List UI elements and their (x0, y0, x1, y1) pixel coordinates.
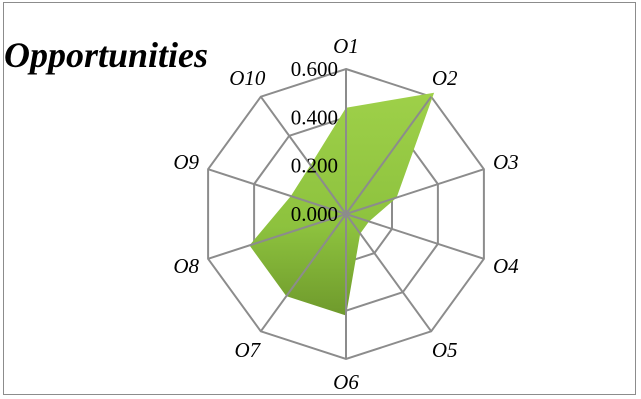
spoke-o3 (345, 168, 485, 215)
axis-label-o8: O8 (173, 254, 199, 278)
axis-label-o2: O2 (432, 66, 458, 90)
spoke-o7 (259, 213, 347, 332)
spoke-o4 (345, 213, 485, 260)
axis-label-o6: O6 (333, 370, 359, 394)
spoke-o2 (345, 96, 433, 215)
axis-label-o3: O3 (493, 150, 519, 174)
axis-label-o10: O10 (229, 66, 266, 90)
tick-label: 0.400 (291, 105, 338, 129)
axis-label-o7: O7 (234, 338, 261, 362)
tick-label: 0.200 (291, 154, 338, 178)
axis-label-o4: O4 (493, 254, 519, 278)
axis-label-o5: O5 (432, 338, 458, 362)
tick-label: 0.600 (291, 57, 338, 81)
spoke-o5 (345, 213, 433, 332)
radar-spokes (207, 69, 485, 359)
series-area (249, 92, 435, 316)
spoke-o10 (259, 96, 347, 215)
axis-label-o1: O1 (333, 34, 359, 58)
spoke-o9 (207, 168, 347, 215)
axis-label-o9: O9 (173, 150, 199, 174)
chart-title: Opportunities (4, 35, 209, 75)
radar-series (249, 92, 435, 316)
tick-label: 0.000 (291, 202, 338, 226)
spoke-o8 (207, 213, 347, 260)
radar-labels: O1 O2 O3 O4 O5 O6 O7 O8 O9 O10 0.000 0.200 0.400 0.60… (173, 34, 519, 394)
